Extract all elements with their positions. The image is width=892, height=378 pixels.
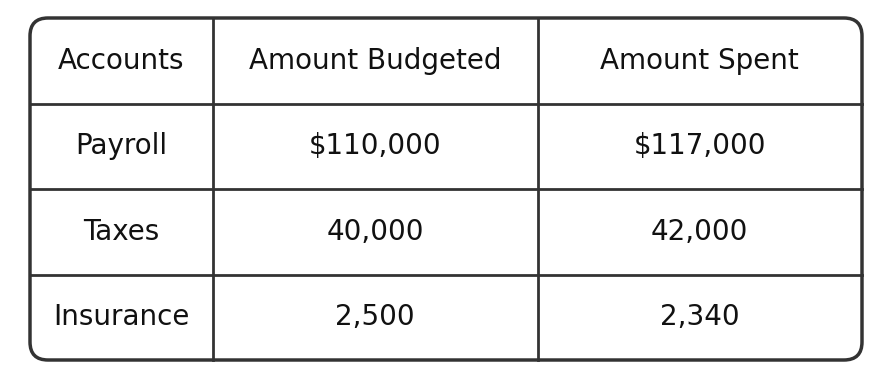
Text: Amount Budgeted: Amount Budgeted xyxy=(249,47,501,75)
Text: 40,000: 40,000 xyxy=(326,218,424,246)
Text: Accounts: Accounts xyxy=(58,47,185,75)
FancyBboxPatch shape xyxy=(30,18,862,360)
Text: Amount Spent: Amount Spent xyxy=(600,47,799,75)
Text: 2,500: 2,500 xyxy=(335,303,415,331)
Text: Taxes: Taxes xyxy=(83,218,160,246)
Text: Insurance: Insurance xyxy=(54,303,190,331)
Text: 2,340: 2,340 xyxy=(660,303,739,331)
Text: Payroll: Payroll xyxy=(76,132,168,160)
Text: $110,000: $110,000 xyxy=(309,132,442,160)
Text: $117,000: $117,000 xyxy=(633,132,766,160)
Text: 42,000: 42,000 xyxy=(651,218,748,246)
